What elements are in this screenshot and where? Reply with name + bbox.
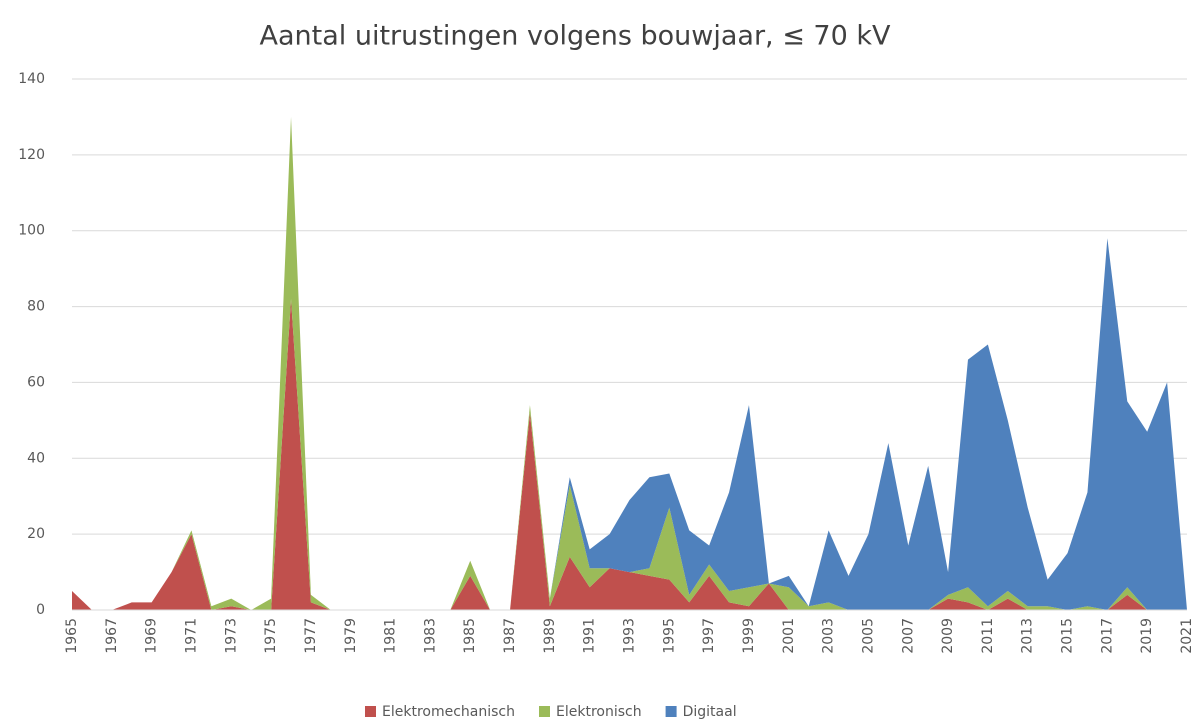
legend-swatch <box>665 706 677 717</box>
y-tick-label: 80 <box>27 299 45 315</box>
x-tick-label: 1987 <box>502 618 518 654</box>
x-tick-label: 1997 <box>701 618 717 654</box>
x-tick-label: 1973 <box>223 618 239 654</box>
x-tick-label: 2005 <box>860 618 876 654</box>
legend-label: Elektromechanisch <box>382 704 515 720</box>
x-tick-label: 1989 <box>542 618 558 654</box>
legend-swatch <box>365 706 376 717</box>
legend-label: Digitaal <box>683 704 737 720</box>
x-tick-label: 1971 <box>183 618 199 654</box>
x-tick-label: 1981 <box>383 618 399 654</box>
area <box>72 298 1187 610</box>
y-tick-label: 0 <box>36 602 45 618</box>
x-tick-label: 1977 <box>303 618 319 654</box>
x-tick-label: 1969 <box>144 618 160 654</box>
area <box>72 116 1187 610</box>
x-tick-label: 2003 <box>821 618 837 654</box>
x-tick-label: 2021 <box>1179 618 1195 654</box>
x-tick-label: 1991 <box>582 618 598 654</box>
y-tick-label: 120 <box>18 147 45 163</box>
y-tick-label: 140 <box>18 71 45 87</box>
x-tick-label: 1985 <box>462 618 478 654</box>
x-tick-label: 2001 <box>781 618 797 654</box>
chart-title: Aantal uitrustingen volgens bouwjaar, ≤ … <box>260 21 891 52</box>
y-tick-label: 60 <box>27 374 45 390</box>
y-tick-label: 40 <box>27 450 45 466</box>
legend-label: Elektronisch <box>556 704 642 720</box>
x-tick-label: 1993 <box>622 618 638 654</box>
x-tick-label: 2009 <box>940 618 956 654</box>
y-tick-label: 100 <box>18 223 45 239</box>
x-tick-label: 2017 <box>1099 618 1115 654</box>
x-tick-label: 1967 <box>104 618 120 654</box>
x-tick-label: 2019 <box>1139 618 1155 654</box>
x-tick-label: 2015 <box>1060 618 1076 654</box>
y-tick-label: 20 <box>27 526 45 542</box>
legend-swatch <box>539 706 550 717</box>
x-tick-label: 2013 <box>1020 618 1036 654</box>
x-tick-label: 2007 <box>900 618 916 654</box>
x-tick-label: 1983 <box>422 618 438 654</box>
x-tick-label: 1979 <box>343 618 359 654</box>
x-tick-label: 2011 <box>980 618 996 654</box>
x-tick-label: 1999 <box>741 618 757 654</box>
x-tick-label: 1975 <box>263 618 279 654</box>
x-tick-label: 1995 <box>661 618 677 654</box>
x-tick-label: 1965 <box>64 618 80 654</box>
